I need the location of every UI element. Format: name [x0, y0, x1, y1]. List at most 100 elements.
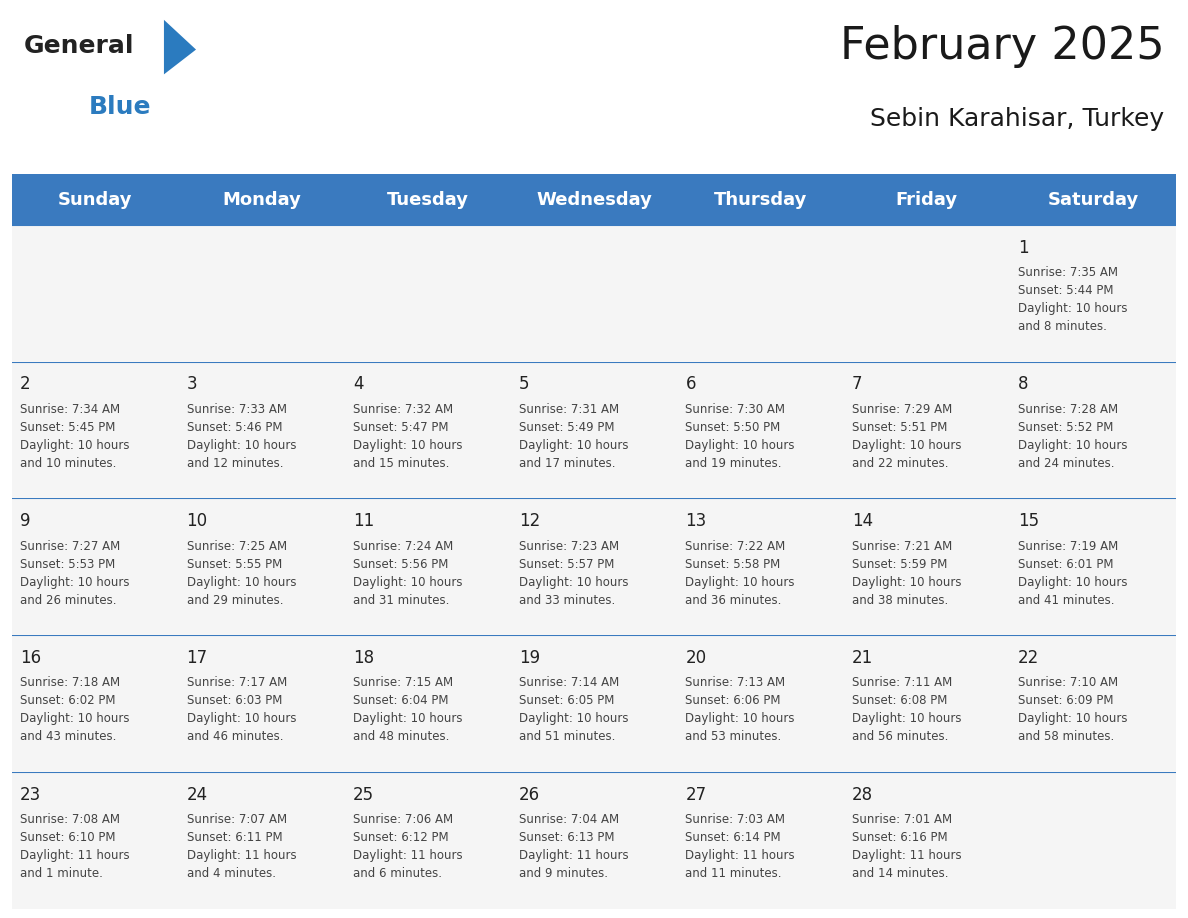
Text: Sunrise: 7:03 AM
Sunset: 6:14 PM
Daylight: 11 hours
and 11 minutes.: Sunrise: 7:03 AM Sunset: 6:14 PM Dayligh… — [685, 813, 795, 880]
Text: 1: 1 — [1018, 239, 1029, 257]
Text: Sunrise: 7:10 AM
Sunset: 6:09 PM
Daylight: 10 hours
and 58 minutes.: Sunrise: 7:10 AM Sunset: 6:09 PM Dayligh… — [1018, 677, 1127, 744]
FancyBboxPatch shape — [843, 635, 1010, 772]
Text: 18: 18 — [353, 649, 374, 667]
Text: Sunrise: 7:17 AM
Sunset: 6:03 PM
Daylight: 10 hours
and 46 minutes.: Sunrise: 7:17 AM Sunset: 6:03 PM Dayligh… — [187, 677, 296, 744]
Text: Sunrise: 7:15 AM
Sunset: 6:04 PM
Daylight: 10 hours
and 48 minutes.: Sunrise: 7:15 AM Sunset: 6:04 PM Dayligh… — [353, 677, 462, 744]
FancyBboxPatch shape — [178, 635, 345, 772]
Text: Sunrise: 7:30 AM
Sunset: 5:50 PM
Daylight: 10 hours
and 19 minutes.: Sunrise: 7:30 AM Sunset: 5:50 PM Dayligh… — [685, 403, 795, 470]
Text: Sunrise: 7:06 AM
Sunset: 6:12 PM
Daylight: 11 hours
and 6 minutes.: Sunrise: 7:06 AM Sunset: 6:12 PM Dayligh… — [353, 813, 462, 880]
Text: February 2025: February 2025 — [840, 25, 1164, 68]
FancyBboxPatch shape — [12, 362, 178, 498]
FancyBboxPatch shape — [677, 362, 843, 498]
FancyBboxPatch shape — [511, 362, 677, 498]
Text: Sunrise: 7:24 AM
Sunset: 5:56 PM
Daylight: 10 hours
and 31 minutes.: Sunrise: 7:24 AM Sunset: 5:56 PM Dayligh… — [353, 540, 462, 607]
FancyBboxPatch shape — [511, 635, 677, 772]
Text: Sunrise: 7:14 AM
Sunset: 6:05 PM
Daylight: 10 hours
and 51 minutes.: Sunrise: 7:14 AM Sunset: 6:05 PM Dayligh… — [519, 677, 628, 744]
Text: Sunrise: 7:07 AM
Sunset: 6:11 PM
Daylight: 11 hours
and 4 minutes.: Sunrise: 7:07 AM Sunset: 6:11 PM Dayligh… — [187, 813, 296, 880]
FancyBboxPatch shape — [345, 225, 511, 362]
Text: 19: 19 — [519, 649, 541, 667]
FancyBboxPatch shape — [677, 225, 843, 362]
Text: 13: 13 — [685, 512, 707, 531]
Text: General: General — [24, 34, 134, 58]
Text: 24: 24 — [187, 786, 208, 804]
Text: 8: 8 — [1018, 375, 1029, 394]
Text: 5: 5 — [519, 375, 530, 394]
Text: 9: 9 — [20, 512, 31, 531]
Text: 21: 21 — [852, 649, 873, 667]
Text: 10: 10 — [187, 512, 208, 531]
Text: Sunrise: 7:01 AM
Sunset: 6:16 PM
Daylight: 11 hours
and 14 minutes.: Sunrise: 7:01 AM Sunset: 6:16 PM Dayligh… — [852, 813, 961, 880]
Text: Sunrise: 7:33 AM
Sunset: 5:46 PM
Daylight: 10 hours
and 12 minutes.: Sunrise: 7:33 AM Sunset: 5:46 PM Dayligh… — [187, 403, 296, 470]
Text: Thursday: Thursday — [714, 191, 807, 208]
FancyBboxPatch shape — [12, 635, 178, 772]
Text: Sunrise: 7:23 AM
Sunset: 5:57 PM
Daylight: 10 hours
and 33 minutes.: Sunrise: 7:23 AM Sunset: 5:57 PM Dayligh… — [519, 540, 628, 607]
FancyBboxPatch shape — [677, 772, 843, 909]
Text: Sunrise: 7:11 AM
Sunset: 6:08 PM
Daylight: 10 hours
and 56 minutes.: Sunrise: 7:11 AM Sunset: 6:08 PM Dayligh… — [852, 677, 961, 744]
FancyBboxPatch shape — [178, 772, 345, 909]
Text: 3: 3 — [187, 375, 197, 394]
Text: Sunrise: 7:28 AM
Sunset: 5:52 PM
Daylight: 10 hours
and 24 minutes.: Sunrise: 7:28 AM Sunset: 5:52 PM Dayligh… — [1018, 403, 1127, 470]
FancyBboxPatch shape — [1010, 635, 1176, 772]
Text: 12: 12 — [519, 512, 541, 531]
FancyBboxPatch shape — [511, 225, 677, 362]
Text: 25: 25 — [353, 786, 374, 804]
FancyBboxPatch shape — [12, 498, 178, 635]
Text: 4: 4 — [353, 375, 364, 394]
Text: Sebin Karahisar, Turkey: Sebin Karahisar, Turkey — [870, 107, 1164, 131]
FancyBboxPatch shape — [843, 362, 1010, 498]
Text: Wednesday: Wednesday — [536, 191, 652, 208]
Text: 16: 16 — [20, 649, 42, 667]
FancyBboxPatch shape — [178, 225, 345, 362]
FancyBboxPatch shape — [345, 362, 511, 498]
Polygon shape — [164, 20, 196, 74]
Text: Sunrise: 7:13 AM
Sunset: 6:06 PM
Daylight: 10 hours
and 53 minutes.: Sunrise: 7:13 AM Sunset: 6:06 PM Dayligh… — [685, 677, 795, 744]
FancyBboxPatch shape — [677, 498, 843, 635]
Text: Tuesday: Tuesday — [386, 191, 469, 208]
Text: 14: 14 — [852, 512, 873, 531]
FancyBboxPatch shape — [345, 772, 511, 909]
Text: Blue: Blue — [89, 95, 152, 119]
FancyBboxPatch shape — [1010, 362, 1176, 498]
FancyBboxPatch shape — [345, 498, 511, 635]
Text: 28: 28 — [852, 786, 873, 804]
Text: Friday: Friday — [896, 191, 958, 208]
FancyBboxPatch shape — [178, 362, 345, 498]
Text: Sunrise: 7:04 AM
Sunset: 6:13 PM
Daylight: 11 hours
and 9 minutes.: Sunrise: 7:04 AM Sunset: 6:13 PM Dayligh… — [519, 813, 628, 880]
Text: Sunrise: 7:21 AM
Sunset: 5:59 PM
Daylight: 10 hours
and 38 minutes.: Sunrise: 7:21 AM Sunset: 5:59 PM Dayligh… — [852, 540, 961, 607]
FancyBboxPatch shape — [1010, 772, 1176, 909]
FancyBboxPatch shape — [12, 174, 1176, 225]
Text: Sunrise: 7:31 AM
Sunset: 5:49 PM
Daylight: 10 hours
and 17 minutes.: Sunrise: 7:31 AM Sunset: 5:49 PM Dayligh… — [519, 403, 628, 470]
FancyBboxPatch shape — [12, 772, 178, 909]
Text: Sunrise: 7:25 AM
Sunset: 5:55 PM
Daylight: 10 hours
and 29 minutes.: Sunrise: 7:25 AM Sunset: 5:55 PM Dayligh… — [187, 540, 296, 607]
Text: Sunrise: 7:08 AM
Sunset: 6:10 PM
Daylight: 11 hours
and 1 minute.: Sunrise: 7:08 AM Sunset: 6:10 PM Dayligh… — [20, 813, 129, 880]
Text: Sunrise: 7:32 AM
Sunset: 5:47 PM
Daylight: 10 hours
and 15 minutes.: Sunrise: 7:32 AM Sunset: 5:47 PM Dayligh… — [353, 403, 462, 470]
Text: Sunday: Sunday — [58, 191, 132, 208]
Text: 17: 17 — [187, 649, 208, 667]
Text: Sunrise: 7:34 AM
Sunset: 5:45 PM
Daylight: 10 hours
and 10 minutes.: Sunrise: 7:34 AM Sunset: 5:45 PM Dayligh… — [20, 403, 129, 470]
Text: Sunrise: 7:22 AM
Sunset: 5:58 PM
Daylight: 10 hours
and 36 minutes.: Sunrise: 7:22 AM Sunset: 5:58 PM Dayligh… — [685, 540, 795, 607]
Text: 27: 27 — [685, 786, 707, 804]
Text: Sunrise: 7:27 AM
Sunset: 5:53 PM
Daylight: 10 hours
and 26 minutes.: Sunrise: 7:27 AM Sunset: 5:53 PM Dayligh… — [20, 540, 129, 607]
Text: 7: 7 — [852, 375, 862, 394]
Text: 11: 11 — [353, 512, 374, 531]
FancyBboxPatch shape — [677, 635, 843, 772]
FancyBboxPatch shape — [1010, 498, 1176, 635]
FancyBboxPatch shape — [511, 772, 677, 909]
Text: 20: 20 — [685, 649, 707, 667]
Text: Sunrise: 7:18 AM
Sunset: 6:02 PM
Daylight: 10 hours
and 43 minutes.: Sunrise: 7:18 AM Sunset: 6:02 PM Dayligh… — [20, 677, 129, 744]
FancyBboxPatch shape — [178, 498, 345, 635]
FancyBboxPatch shape — [843, 498, 1010, 635]
Text: 22: 22 — [1018, 649, 1040, 667]
FancyBboxPatch shape — [843, 225, 1010, 362]
FancyBboxPatch shape — [843, 772, 1010, 909]
FancyBboxPatch shape — [345, 635, 511, 772]
Text: Monday: Monday — [222, 191, 301, 208]
Text: Sunrise: 7:29 AM
Sunset: 5:51 PM
Daylight: 10 hours
and 22 minutes.: Sunrise: 7:29 AM Sunset: 5:51 PM Dayligh… — [852, 403, 961, 470]
FancyBboxPatch shape — [12, 225, 178, 362]
Text: Sunrise: 7:19 AM
Sunset: 6:01 PM
Daylight: 10 hours
and 41 minutes.: Sunrise: 7:19 AM Sunset: 6:01 PM Dayligh… — [1018, 540, 1127, 607]
Text: 15: 15 — [1018, 512, 1040, 531]
FancyBboxPatch shape — [1010, 225, 1176, 362]
Text: 26: 26 — [519, 786, 541, 804]
Text: Saturday: Saturday — [1048, 191, 1138, 208]
FancyBboxPatch shape — [511, 498, 677, 635]
